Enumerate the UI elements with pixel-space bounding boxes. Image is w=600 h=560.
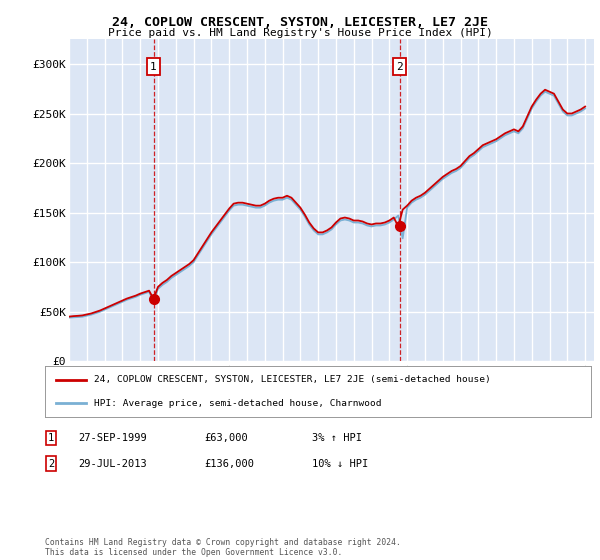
- Text: 3% ↑ HPI: 3% ↑ HPI: [312, 433, 362, 443]
- Text: 24, COPLOW CRESCENT, SYSTON, LEICESTER, LE7 2JE: 24, COPLOW CRESCENT, SYSTON, LEICESTER, …: [112, 16, 488, 29]
- Text: 1: 1: [150, 62, 157, 72]
- Text: 29-JUL-2013: 29-JUL-2013: [78, 459, 147, 469]
- Text: Contains HM Land Registry data © Crown copyright and database right 2024.
This d: Contains HM Land Registry data © Crown c…: [45, 538, 401, 557]
- Text: Price paid vs. HM Land Registry's House Price Index (HPI): Price paid vs. HM Land Registry's House …: [107, 28, 493, 38]
- Text: 2: 2: [396, 62, 403, 72]
- Text: 24, COPLOW CRESCENT, SYSTON, LEICESTER, LE7 2JE (semi-detached house): 24, COPLOW CRESCENT, SYSTON, LEICESTER, …: [94, 375, 491, 384]
- Text: £63,000: £63,000: [204, 433, 248, 443]
- Text: 2: 2: [48, 459, 54, 469]
- Text: 1: 1: [48, 433, 54, 443]
- Text: 27-SEP-1999: 27-SEP-1999: [78, 433, 147, 443]
- Text: 10% ↓ HPI: 10% ↓ HPI: [312, 459, 368, 469]
- Text: HPI: Average price, semi-detached house, Charnwood: HPI: Average price, semi-detached house,…: [94, 399, 382, 408]
- Text: £136,000: £136,000: [204, 459, 254, 469]
